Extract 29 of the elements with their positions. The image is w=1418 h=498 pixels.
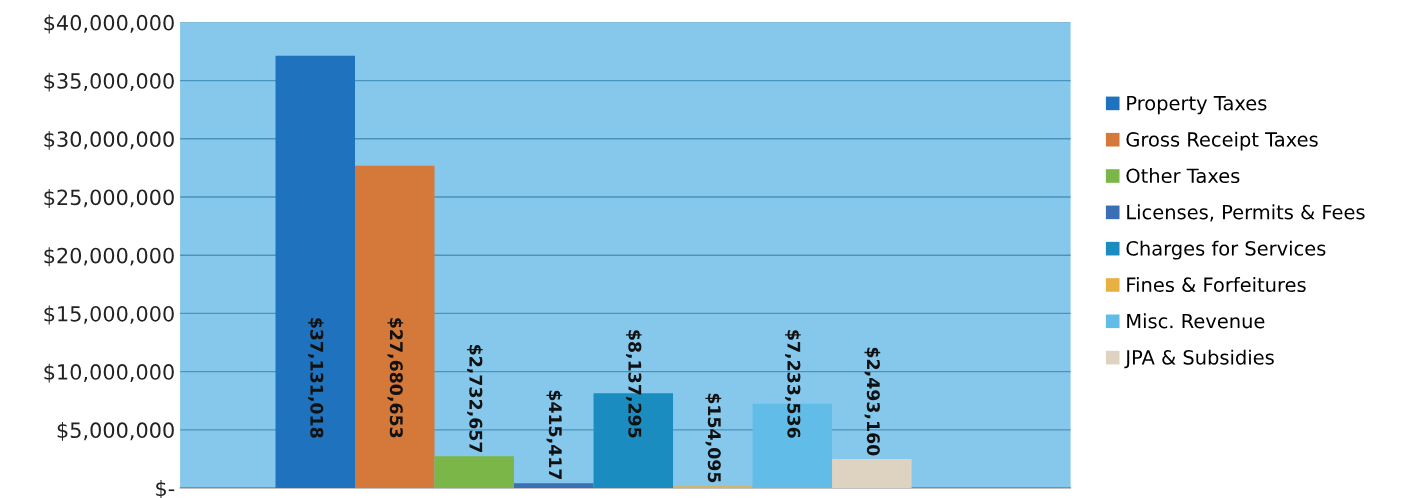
data-label: $37,131,018 — [307, 318, 324, 438]
y-tick-label: $15,000,000 — [44, 305, 174, 325]
y-tick-label: $30,000,000 — [44, 130, 174, 150]
data-label: $2,732,657 — [466, 344, 483, 453]
legend-label: Charges for Services — [1126, 240, 1326, 260]
bar — [832, 459, 912, 489]
legend-label: Other Taxes — [1126, 168, 1240, 184]
legend-label: JPA & Subsidies — [1124, 349, 1274, 369]
y-tick-label: $35,000,000 — [44, 72, 174, 92]
legend-label: Property Taxes — [1127, 96, 1267, 115]
legend-label: Misc. Revenue — [1127, 313, 1265, 329]
bar — [434, 456, 515, 489]
data-label: $154,095 — [705, 393, 722, 483]
y-tick-label: $10,000,000 — [44, 363, 174, 383]
data-label: $27,680,653 — [387, 318, 404, 438]
y-tick-label: $25,000,000 — [44, 189, 174, 208]
y-tick-label: $20,000,000 — [44, 247, 174, 267]
legend-label: Gross Receipt Taxes — [1126, 131, 1318, 151]
data-label: $2,493,160 — [864, 347, 881, 456]
legend-label: Fines & Forfeitures — [1127, 277, 1306, 293]
y-tick-label: $5,000,000 — [57, 421, 174, 441]
bar — [355, 165, 435, 489]
data-label: $8,137,295 — [625, 330, 642, 438]
y-tick-label: $40,000,000 — [44, 14, 174, 34]
bar — [275, 55, 356, 489]
legend-label: Licenses, Permits & Fees — [1127, 204, 1365, 222]
bar — [514, 483, 594, 489]
data-label: $7,233,536 — [784, 330, 801, 438]
data-label: $415,417 — [546, 390, 563, 480]
